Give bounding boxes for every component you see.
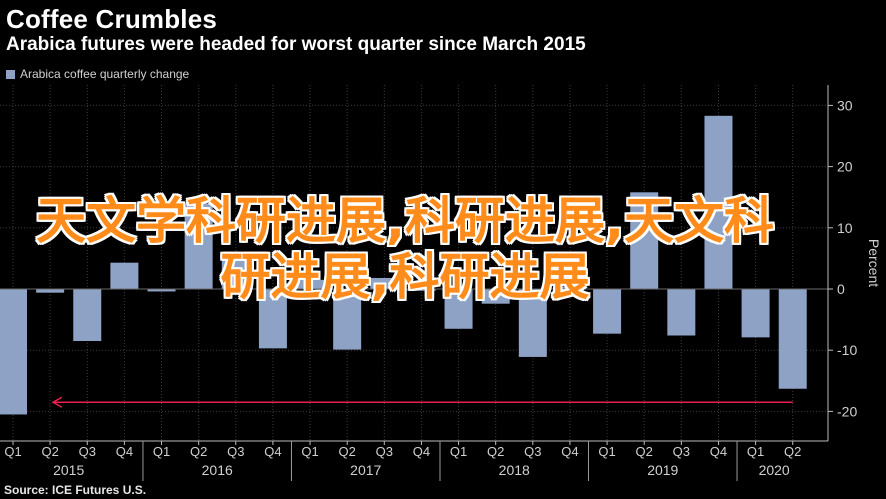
y-tick-label: 10: [837, 220, 853, 236]
bar-16: [593, 289, 622, 334]
bar-20: [741, 289, 770, 338]
x-year-label: 2015: [53, 462, 84, 478]
x-tick-label: Q2: [636, 444, 653, 459]
x-tick-label: Q1: [301, 444, 318, 459]
bar-3: [110, 262, 139, 289]
bar-19: [704, 115, 733, 289]
x-tick-label: Q1: [598, 444, 615, 459]
bar-18: [667, 289, 696, 336]
y-axis-label: Percent: [866, 239, 882, 287]
y-tick-label: -20: [837, 403, 857, 419]
bar-0: [0, 289, 27, 415]
bar-7: [258, 289, 287, 349]
bar-2: [73, 289, 102, 342]
x-tick-label: Q2: [487, 444, 504, 459]
x-tick-label: Q4: [710, 444, 727, 459]
bar-11: [407, 289, 436, 291]
y-tick-label: -10: [837, 342, 857, 358]
source-note: Source: ICE Futures U.S.: [4, 483, 147, 497]
bar-9: [333, 289, 362, 350]
x-tick-label: Q1: [4, 444, 21, 459]
x-tick-label: Q1: [450, 444, 467, 459]
x-year-label: 2016: [202, 462, 233, 478]
bar-15: [555, 286, 584, 289]
x-tick-label: Q3: [227, 444, 244, 459]
x-year-label: 2017: [350, 462, 381, 478]
x-year-label: 2019: [647, 462, 678, 478]
annotation-arrow-head: [51, 396, 63, 408]
bar-21: [778, 289, 807, 389]
bar-12: [444, 289, 473, 329]
x-tick-label: Q1: [747, 444, 764, 459]
x-tick-label: Q4: [264, 444, 281, 459]
x-tick-label: Q3: [376, 444, 393, 459]
x-tick-label: Q4: [413, 444, 430, 459]
bar-10: [370, 277, 399, 289]
x-tick-label: Q1: [153, 444, 170, 459]
legend-swatch: [6, 69, 15, 79]
x-tick-label: Q2: [338, 444, 355, 459]
bar-14: [518, 289, 547, 357]
y-tick-label: 30: [837, 97, 853, 113]
x-tick-label: Q4: [561, 444, 578, 459]
bar-4: [147, 289, 176, 292]
x-tick-label: Q4: [116, 444, 133, 459]
x-tick-label: Q2: [784, 444, 801, 459]
bar-1: [36, 289, 65, 293]
chart-title: Coffee Crumbles: [6, 4, 218, 34]
bar-13: [481, 289, 510, 304]
x-year-label: 2018: [499, 462, 530, 478]
bar-6: [221, 255, 250, 289]
x-tick-label: Q3: [524, 444, 541, 459]
x-year-label: 2020: [759, 462, 790, 478]
legend: Arabica coffee quarterly change: [6, 67, 189, 81]
x-tick-label: Q2: [190, 444, 207, 459]
x-tick-label: Q2: [41, 444, 58, 459]
y-tick-label: 20: [837, 159, 853, 175]
bar-8: [296, 279, 325, 289]
legend-label: Arabica coffee quarterly change: [20, 67, 190, 81]
chart-subtitle: Arabica futures were headed for worst qu…: [6, 34, 586, 55]
y-tick-label: 0: [837, 281, 845, 297]
bar-5: [184, 203, 213, 289]
x-tick-label: Q3: [673, 444, 690, 459]
x-tick-label: Q3: [79, 444, 96, 459]
bar-17: [630, 192, 659, 289]
